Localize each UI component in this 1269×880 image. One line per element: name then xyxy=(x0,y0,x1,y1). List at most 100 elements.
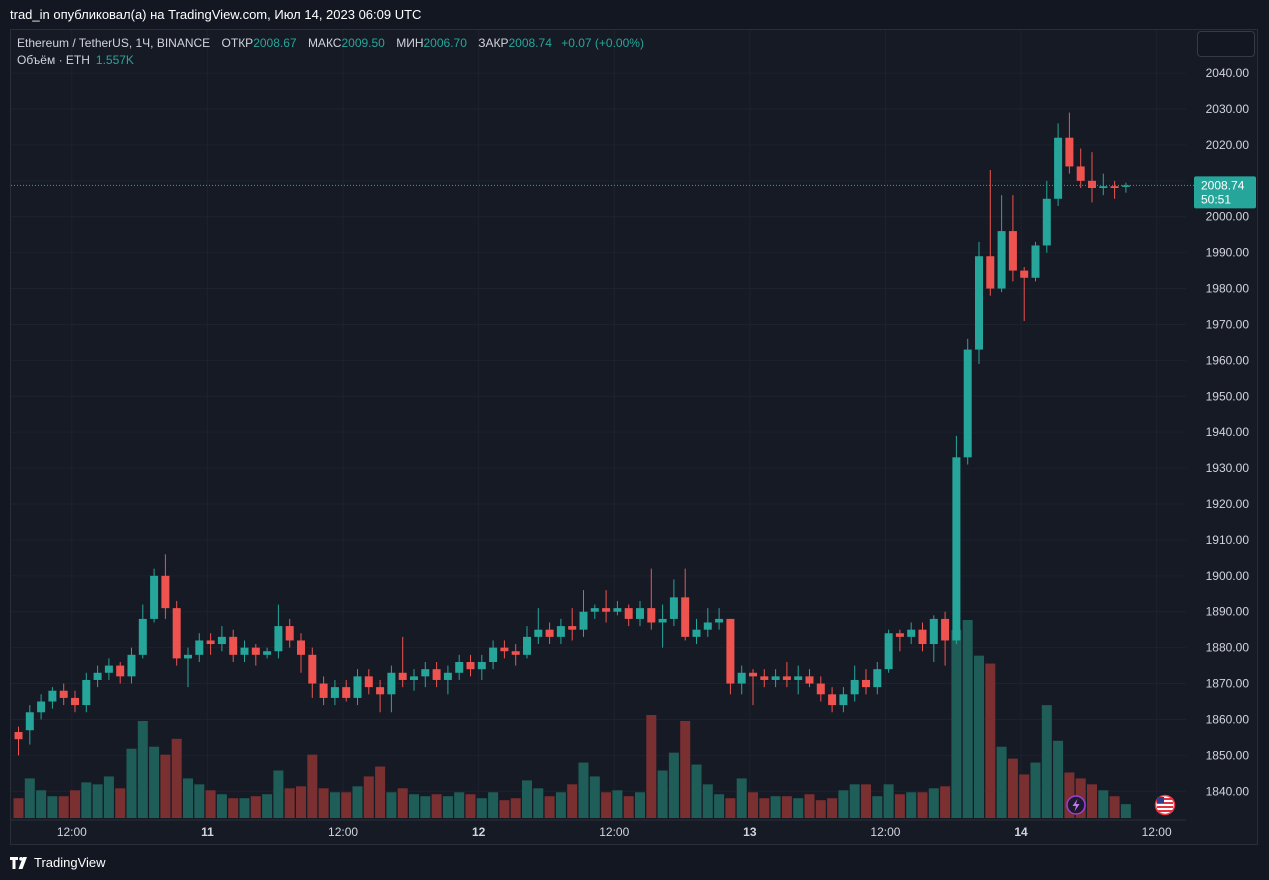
footer-brand-text: TradingView xyxy=(34,855,106,870)
candle-body xyxy=(364,676,373,688)
volume-bar xyxy=(1019,774,1030,818)
candle-body xyxy=(556,626,565,637)
volume-bar xyxy=(759,798,770,818)
candle xyxy=(816,676,825,702)
candle-body xyxy=(941,618,950,641)
candle xyxy=(726,618,735,695)
volume-bar xyxy=(657,770,668,818)
footer-brand[interactable]: TradingView xyxy=(10,855,106,870)
volume-bar xyxy=(47,796,58,818)
candle xyxy=(839,687,848,713)
volume-bar xyxy=(736,778,747,818)
candle xyxy=(1099,173,1108,196)
candle-body xyxy=(952,457,961,641)
volume-bar xyxy=(352,786,363,818)
candle xyxy=(342,679,351,702)
volume-bar xyxy=(635,792,645,818)
volume-bar xyxy=(329,792,340,818)
lightning-icon[interactable] xyxy=(1066,795,1086,815)
volume-bars xyxy=(13,620,1131,818)
volume-bar xyxy=(409,794,419,818)
candle-body xyxy=(71,697,79,706)
candle-body xyxy=(918,629,927,645)
candle xyxy=(828,687,837,713)
candle-body xyxy=(297,640,305,655)
candle-body xyxy=(59,690,68,698)
price-axis-bg xyxy=(1186,30,1257,844)
volume-bar xyxy=(58,796,69,818)
volume-bar xyxy=(465,794,476,818)
candle xyxy=(263,647,272,659)
candle xyxy=(184,647,192,688)
candle xyxy=(217,626,226,652)
candle-body xyxy=(376,687,385,695)
candle-body xyxy=(82,679,91,706)
candle-body xyxy=(873,669,882,688)
volume-bar xyxy=(499,800,510,818)
candle xyxy=(1020,267,1029,321)
legend-close-label: ЗАКР xyxy=(478,36,509,50)
candle-body xyxy=(613,608,622,612)
candle-body xyxy=(150,575,159,619)
volume-bar xyxy=(951,629,962,818)
candle-body xyxy=(1065,137,1074,167)
candle-body xyxy=(997,231,1006,289)
volume-bar xyxy=(555,792,566,818)
candle xyxy=(590,604,599,619)
volume-bar xyxy=(601,792,612,818)
price-tick-label: 1990.00 xyxy=(1206,246,1250,260)
scale-box[interactable] xyxy=(1197,31,1255,57)
candle-body xyxy=(624,608,633,619)
volume-bar xyxy=(714,794,725,818)
price-chart[interactable]: 1840.00 1850.00 1860.00 1870.00 1880.00 1890.… xyxy=(11,30,1258,845)
candle xyxy=(398,636,407,688)
candle xyxy=(636,600,644,627)
volume-bar xyxy=(1087,784,1097,818)
candle xyxy=(613,600,622,616)
candle-body xyxy=(184,654,192,659)
candle-body xyxy=(206,640,215,645)
volume-bar xyxy=(183,778,193,818)
volume-bar xyxy=(442,796,453,818)
volume-bar xyxy=(589,776,600,818)
chart-frame[interactable]: 1840.00 1850.00 1860.00 1870.00 1880.00 1890.… xyxy=(10,29,1258,845)
candle-body xyxy=(1110,186,1119,188)
volume-bar xyxy=(544,796,555,818)
candle xyxy=(104,658,113,680)
candle-body xyxy=(726,618,735,684)
volume-bar xyxy=(239,798,250,818)
candle xyxy=(975,241,983,364)
time-tick-label: 13 xyxy=(743,825,757,839)
candle-body xyxy=(37,701,46,713)
candle-body xyxy=(138,618,147,655)
price-tick-label: 2020.00 xyxy=(1206,138,1250,152)
volume-bar xyxy=(872,796,883,818)
candle-body xyxy=(692,629,701,637)
candle-body xyxy=(986,256,995,289)
volume-bar xyxy=(1053,740,1064,818)
volume-bar xyxy=(1120,804,1131,818)
candle-body xyxy=(195,640,204,655)
volume-bar xyxy=(160,754,171,818)
candle xyxy=(319,676,328,706)
time-tick-label: 12:00 xyxy=(599,825,629,839)
volume-bar xyxy=(126,748,137,818)
candle xyxy=(895,629,904,652)
volume-bar xyxy=(793,798,804,818)
price-tick-label: 1940.00 xyxy=(1206,425,1250,439)
candle xyxy=(1065,112,1074,174)
volume-bar xyxy=(917,792,928,818)
candle xyxy=(782,662,791,688)
price-tick-label: 2030.00 xyxy=(1206,102,1250,116)
candle xyxy=(862,669,870,695)
candle-body xyxy=(963,349,972,458)
candle xyxy=(500,640,509,659)
us-flag-icon[interactable] xyxy=(1154,794,1176,816)
time-tick-label: 12:00 xyxy=(1142,825,1172,839)
candle xyxy=(1031,241,1040,282)
volume-bar xyxy=(974,655,984,818)
candle-body xyxy=(794,676,803,680)
price-tick-label: 1910.00 xyxy=(1206,533,1250,547)
volume-bar xyxy=(92,784,103,818)
candle-body xyxy=(229,636,238,655)
